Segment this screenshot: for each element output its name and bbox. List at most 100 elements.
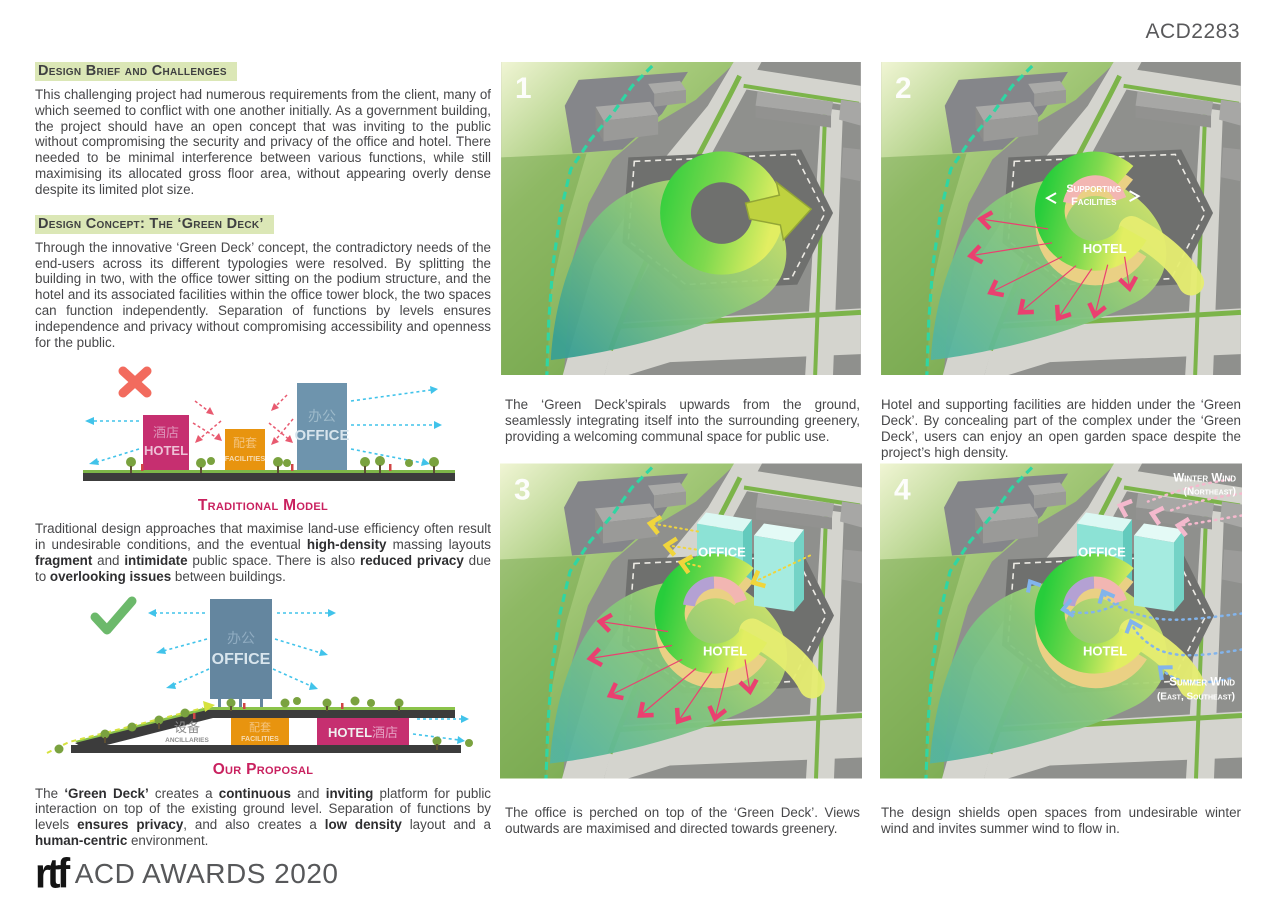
traditional-model-title: Traditional Model — [197, 497, 329, 515]
left-column: Design Brief and Challenges This challen… — [35, 62, 491, 897]
svg-text:FACILITIES: FACILITIES — [241, 736, 279, 743]
panel-number: 1 — [515, 72, 532, 105]
footer: rtf ACD AWARDS 2020 — [35, 850, 491, 897]
trees — [54, 696, 473, 754]
view-arrows-blue — [155, 611, 463, 741]
trees — [126, 456, 439, 474]
context-buildings-right — [1135, 91, 1241, 182]
panel-number: 3 — [514, 474, 531, 507]
panel-3-illustration: OFFICE HOTEL 3 — [500, 463, 862, 779]
hotel-block: 酒店 HOTEL — [143, 415, 189, 471]
section-heading-brief: Design Brief and Challenges — [35, 62, 237, 81]
supporting-facilities-ribbon — [1063, 175, 1127, 205]
spiral-arrow — [744, 180, 813, 242]
panel-number: 4 — [894, 474, 911, 507]
green-deck-building — [1034, 151, 1205, 296]
svg-text:ANCILLARIES: ANCILLARIES — [165, 737, 209, 744]
panel-1-illustration: 1 — [501, 62, 861, 375]
svg-text:FACILITIES: FACILITIES — [225, 454, 265, 463]
view-arrowheads-blue — [85, 386, 442, 467]
interference-arrowheads-red — [195, 403, 293, 446]
summer-wind-arrows — [1025, 578, 1242, 684]
svg-text:(East, Southeast): (East, Southeast) — [1157, 692, 1235, 703]
winter-wind-arrows — [1116, 478, 1242, 537]
ramp-arrow-yellow — [46, 700, 215, 754]
diagram-panel-3: OFFICE HOTEL 3 — [500, 462, 862, 780]
context-buildings — [975, 482, 1066, 544]
summer-wind-label: Summer Wind (East, Southeast) — [1157, 677, 1235, 703]
svg-text:(Northeast): (Northeast) — [1184, 487, 1236, 498]
svg-text:OFFICE: OFFICE — [295, 427, 350, 444]
brief-paragraph: This challenging project had numerous re… — [35, 87, 491, 197]
facilities-block: 配套 FACILITIES — [225, 429, 265, 471]
svg-text:Winter Wind: Winter Wind — [1173, 473, 1236, 485]
site-boundary-dashed — [545, 64, 654, 375]
right-arrow-icon — [1129, 190, 1141, 202]
plot-outline-dashed — [627, 153, 826, 286]
hotel-block: HOTEL酒店 — [317, 717, 409, 745]
office-block: 办公 OFFICE — [295, 383, 350, 471]
diagram-panel-1: 1 — [500, 62, 862, 375]
diagram-panel-2: Supporting Facilities HOTEL 2 — [880, 62, 1242, 375]
left-arrow-icon — [1045, 192, 1057, 204]
cross-icon — [118, 366, 152, 398]
hotel-label: HOTEL — [1083, 241, 1127, 256]
inner-ribbon-purple — [683, 576, 715, 607]
view-arrows-yellow — [646, 514, 811, 589]
our-proposal-diagram: 办公 OFFICE 设备 ANCILLARIES 配套 FACILITIES — [46, 596, 473, 754]
proposal-paragraph: The ‘Green Deck’ creates a continuous an… — [35, 785, 491, 849]
section-heading-concept: Design Concept: The ‘Green Deck’ — [35, 214, 274, 234]
caption-panel-3: The office is perched on top of the ‘Gre… — [505, 805, 860, 837]
site-boundary-dashed — [925, 64, 1034, 375]
diagram-panel-4: OFFICE HOTEL Winter Wind (Northeast) Sum… — [880, 462, 1242, 780]
rtf-logo: rtf — [35, 850, 70, 897]
svg-text:HOTEL酒店: HOTEL酒店 — [328, 725, 398, 740]
ground-green-line — [83, 470, 455, 474]
award-title: ACD AWARDS 2020 — [74, 857, 339, 889]
office-tower: 办公 OFFICE — [210, 598, 272, 712]
green-hill — [501, 62, 736, 375]
svg-text:HOTEL: HOTEL — [144, 443, 188, 458]
our-proposal-title: Our Proposal — [212, 760, 314, 778]
hotel-label: HOTEL — [1083, 644, 1127, 659]
hotel-label: HOTEL — [703, 644, 747, 659]
ground-bar — [83, 473, 455, 482]
green-deck-building — [654, 553, 825, 699]
green-deck-ramp — [75, 706, 455, 750]
svg-text:酒店: 酒店 — [153, 425, 179, 440]
svg-text:OFFICE: OFFICE — [212, 651, 271, 668]
svg-text:配套: 配套 — [249, 721, 271, 734]
context-buildings-right — [756, 493, 862, 584]
traditional-paragraph: Traditional design approaches that maxim… — [35, 521, 491, 584]
caption-panel-4: The design shields open spaces from unde… — [881, 805, 1241, 837]
facilities-block: 配套 FACILITIES — [231, 717, 289, 745]
context-buildings — [595, 482, 686, 544]
check-icon — [90, 596, 137, 635]
inner-ribbon-pink — [713, 576, 747, 604]
svg-text:Supporting: Supporting — [1066, 183, 1121, 195]
svg-text:办公: 办公 — [227, 630, 255, 646]
caption-panel-2: Hotel and supporting facilities are hidd… — [881, 397, 1241, 460]
concept-paragraph: Through the innovative ‘Green Deck’ conc… — [35, 239, 491, 350]
winter-wind-label: Winter Wind (Northeast) — [1173, 473, 1236, 498]
svg-text:设备: 设备 — [174, 720, 200, 735]
context-buildings — [975, 80, 1066, 142]
panel-4-illustration: OFFICE HOTEL Winter Wind (Northeast) Sum… — [880, 463, 1242, 779]
ground-bar — [71, 744, 461, 753]
view-arrowheads-blue — [148, 608, 469, 744]
svg-text:配套: 配套 — [233, 436, 257, 450]
panel-2-illustration: Supporting Facilities HOTEL 2 — [881, 62, 1241, 375]
svg-text:办公: 办公 — [308, 408, 336, 424]
caption-panel-1: The ‘Green Deck’spirals upwards from the… — [505, 397, 860, 445]
panel-number: 2 — [895, 72, 912, 105]
traditional-model-diagram: 酒店 HOTEL 配套 FACILITIES 办公 OFFICE — [83, 366, 455, 482]
svg-text:Summer Wind: Summer Wind — [1169, 677, 1235, 689]
context-buildings-right — [755, 91, 861, 182]
ancillaries-label: 设备 ANCILLARIES — [165, 720, 209, 744]
submission-code: ACD2283 — [1145, 20, 1240, 43]
spiral-deck — [660, 151, 784, 275]
office-label: OFFICE — [698, 545, 746, 560]
svg-text:Facilities: Facilities — [1071, 196, 1117, 208]
office-label: OFFICE — [1078, 545, 1126, 560]
access-arrows-pink — [586, 612, 759, 725]
